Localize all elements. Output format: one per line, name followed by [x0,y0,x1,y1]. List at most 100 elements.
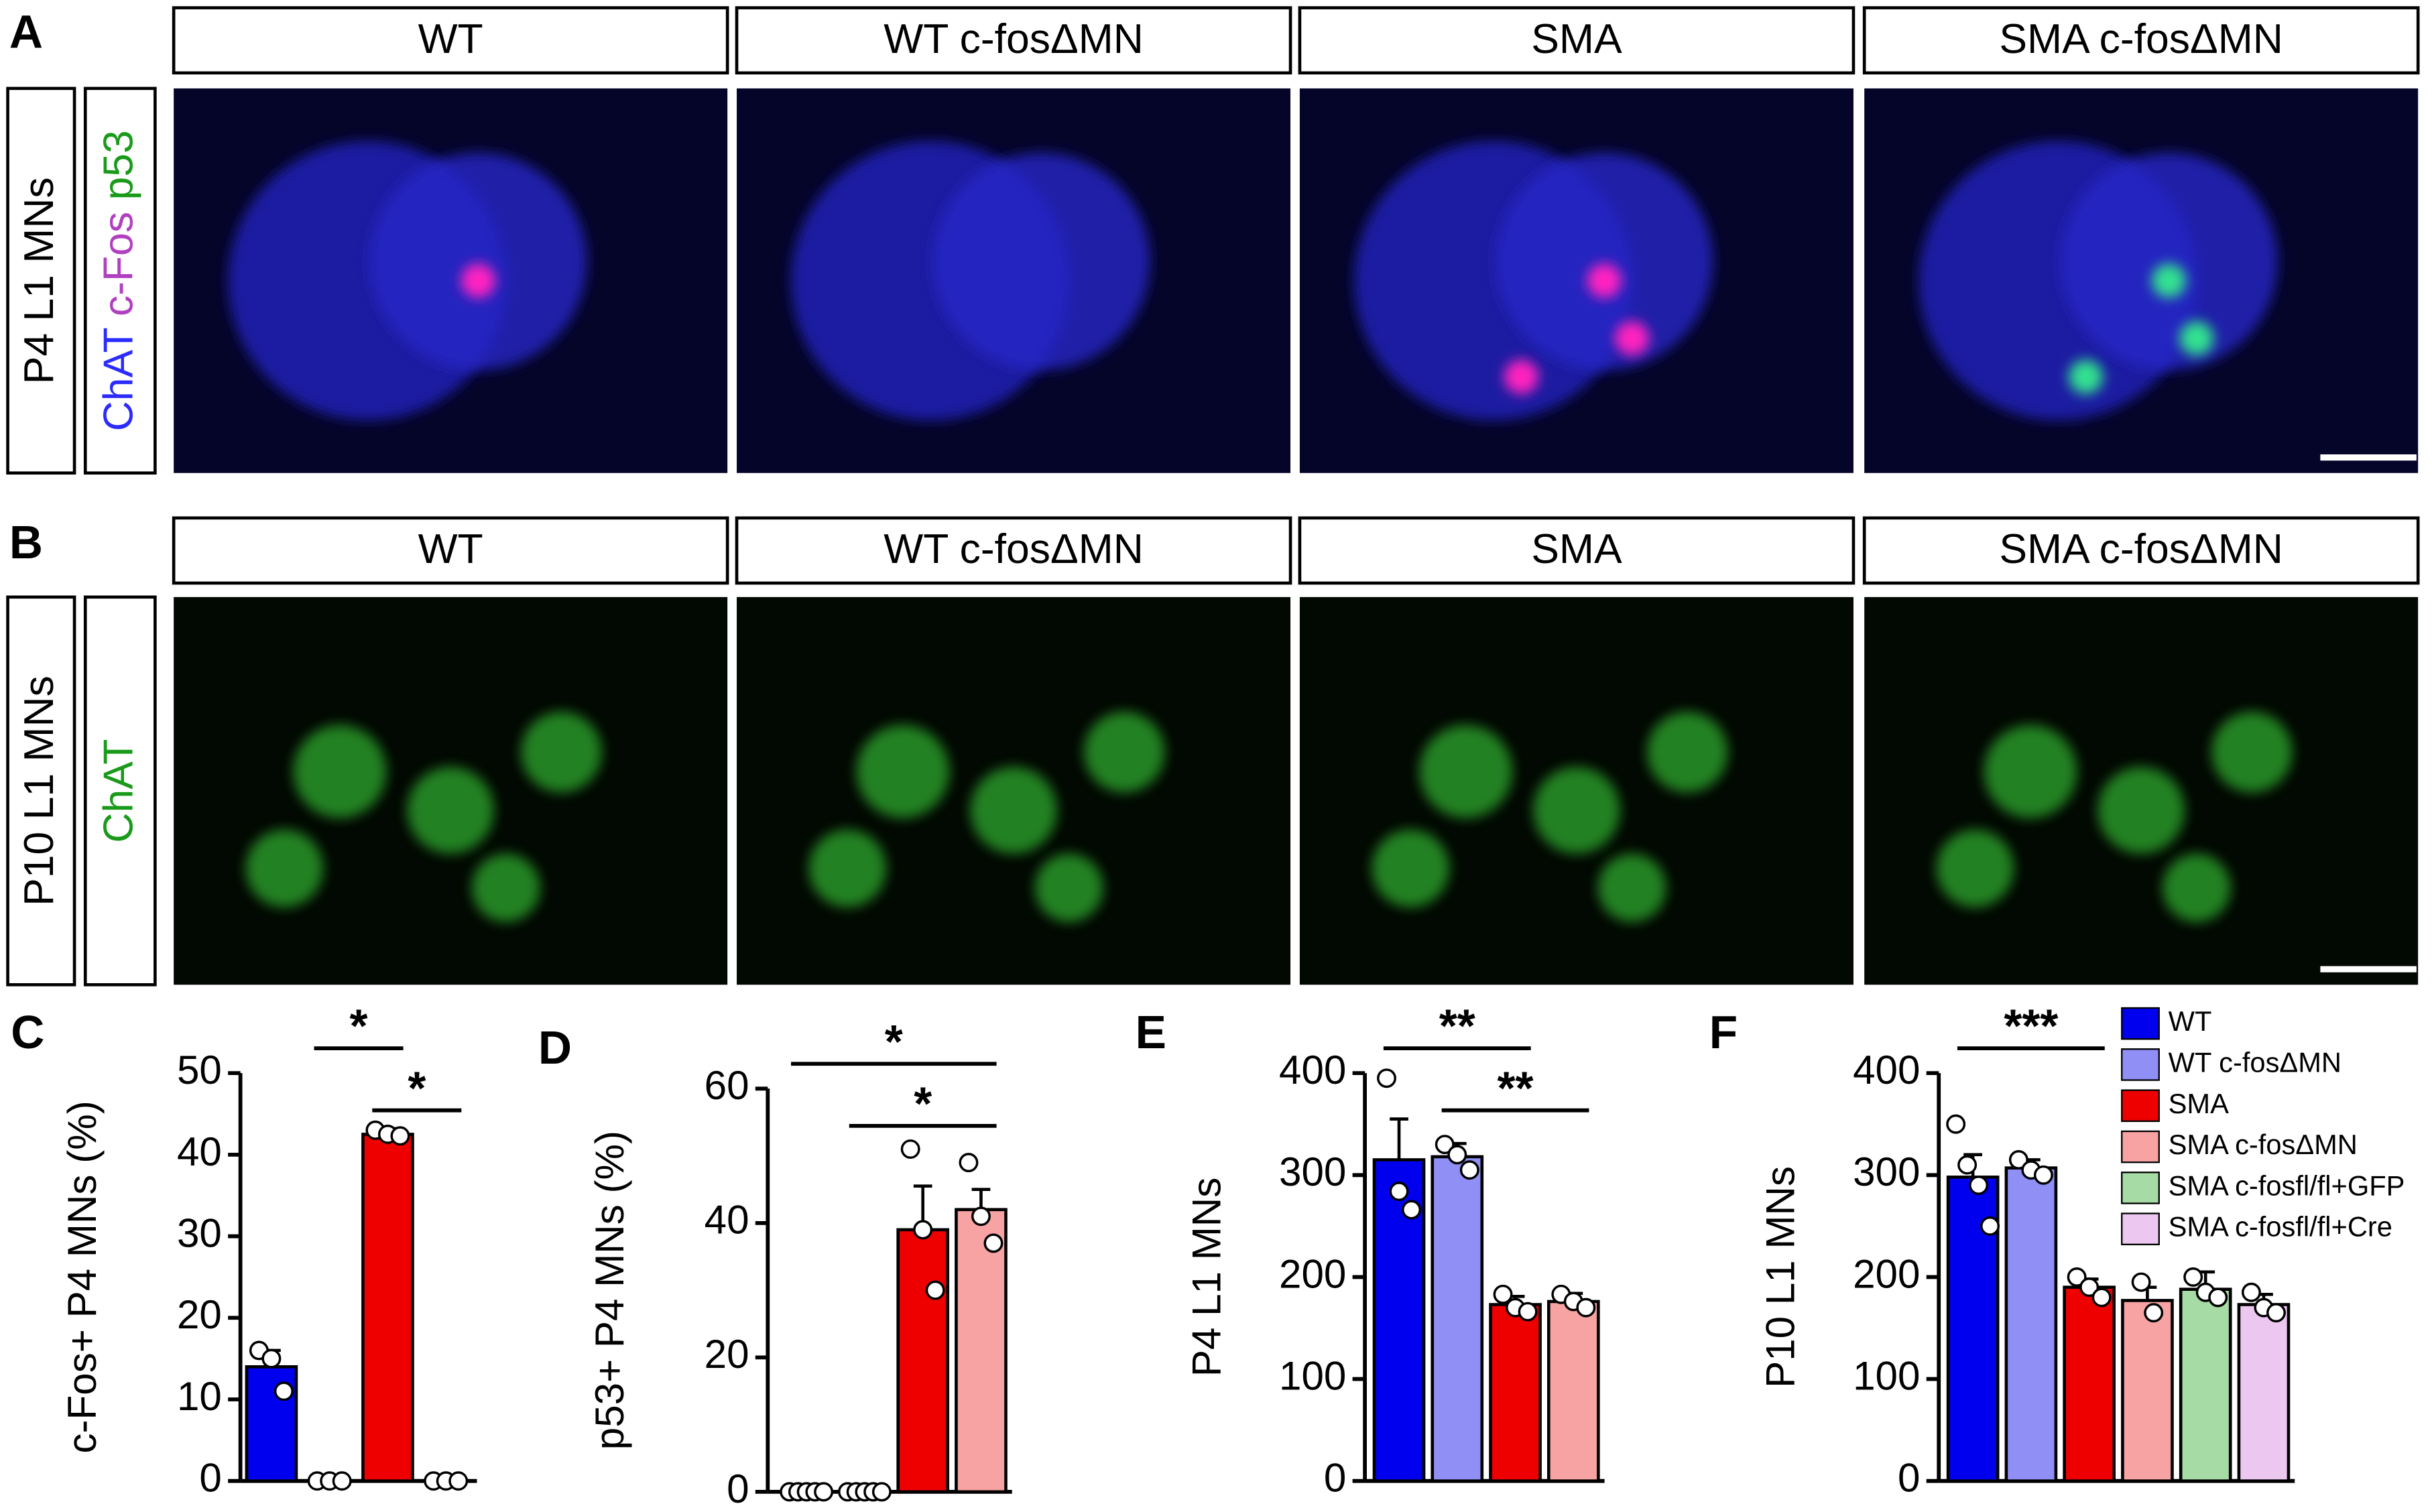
column-header-box [735,6,1292,75]
legend-label: SMA [2169,1088,2229,1119]
data-point [2144,1303,2164,1323]
legend-swatch [2121,1130,2160,1163]
stain-box [83,86,157,475]
significance-label: * [914,1077,932,1129]
nucleus [2179,321,2214,356]
cell [1034,853,1103,922]
nucleus [2069,359,2104,394]
column-header: SMA c-fosΔMN [1999,15,2283,62]
y-axis-label: p53+ P4 MNs (%) [587,1131,632,1450]
data-point [273,1381,294,1401]
data-point [2033,1165,2053,1185]
cell [1496,153,1713,371]
stain-word: c-Fos [95,200,141,317]
cell [407,767,494,854]
data-point [1459,1160,1479,1180]
data-point [1402,1200,1421,1220]
bar [896,1228,950,1494]
cell [521,712,602,793]
y-tick-label: 200 [1279,1251,1346,1296]
significance-label: ** [1439,1000,1475,1052]
nucleus [1504,359,1538,394]
panel-label: E [1136,1006,1166,1058]
scale-bar [2320,966,2417,972]
stain-label: ChAT c-Fos p53 [95,130,141,431]
column-header-box [1298,516,1856,585]
data-point [814,1482,834,1502]
data-point [332,1471,352,1491]
stain-word: ChAT [95,316,141,431]
nucleus [1587,263,1622,298]
data-point [913,1220,933,1240]
data-point [959,1153,979,1173]
y-tick-label: 10 [177,1374,222,1419]
y-tick-label: 100 [1853,1353,1920,1398]
significance-label: * [350,1000,368,1052]
cell [2162,853,2231,922]
significance-label: *** [2004,1000,2058,1052]
stain-label: ChAT [95,739,141,843]
nucleus [461,263,495,298]
cell [1984,724,2077,818]
legend-label: WT c-fosΔMN [2169,1046,2342,1078]
data-point [1493,1284,1513,1304]
column-header-box [735,516,1292,585]
column-header: WT [418,525,483,572]
data-point [1389,1182,1409,1202]
data-point [390,1126,410,1146]
panel-label: C [11,1006,44,1058]
y-tick-label: 20 [705,1332,749,1377]
column-header: WT c-fosΔMN [884,525,1144,572]
nucleus [2152,263,2186,298]
row-label-box [6,595,76,987]
column-header: SMA [1531,525,1622,572]
data-point [2008,1150,2028,1170]
y-tick-label: 0 [727,1466,749,1511]
significance-label: ** [1498,1062,1534,1114]
cell [293,724,387,818]
column-header: WT c-fosΔMN [884,15,1144,62]
column-header: SMA c-fosΔMN [1999,525,2283,572]
data-point [2183,1267,2203,1287]
cell [2097,767,2185,854]
legend-swatch [2121,1212,2160,1245]
column-header: SMA [1531,15,1622,62]
y-tick-label: 0 [199,1456,221,1501]
data-point [1980,1216,2000,1236]
bar [2237,1303,2291,1483]
data-point [1518,1302,1538,1322]
column-header-box [1862,516,2420,585]
data-point [2079,1277,2100,1298]
legend-label: WT [2169,1005,2212,1037]
cell [1936,829,2014,907]
panel-label: D [538,1021,572,1074]
data-point [1957,1155,1978,1175]
data-point [2131,1272,2151,1292]
cell [245,829,324,907]
y-tick-label: 300 [1853,1149,1920,1194]
y-tick-label: 400 [1853,1048,1920,1092]
legend-swatch [2121,1048,2160,1081]
bar [1431,1155,1484,1483]
legend-label: SMA c-fosfl/fl+Cre [2169,1211,2392,1243]
row-label-box [6,86,76,475]
data-point [1377,1068,1396,1088]
nucleus [1615,321,1650,356]
data-point [2241,1282,2261,1302]
y-tick-label: 40 [705,1198,749,1243]
panel-label: F [1709,1006,1738,1058]
data-point [871,1482,892,1502]
bar [361,1133,414,1483]
cell [2211,712,2293,793]
y-tick-label: 0 [1324,1456,1346,1501]
data-point [1946,1114,1966,1134]
data-point [1435,1135,1455,1155]
cell [1646,712,1728,793]
significance-label: * [885,1015,903,1068]
data-point [1576,1298,1596,1318]
cell [932,153,1150,371]
cell [471,853,540,922]
bar [2063,1285,2116,1483]
stain-box [83,595,157,987]
